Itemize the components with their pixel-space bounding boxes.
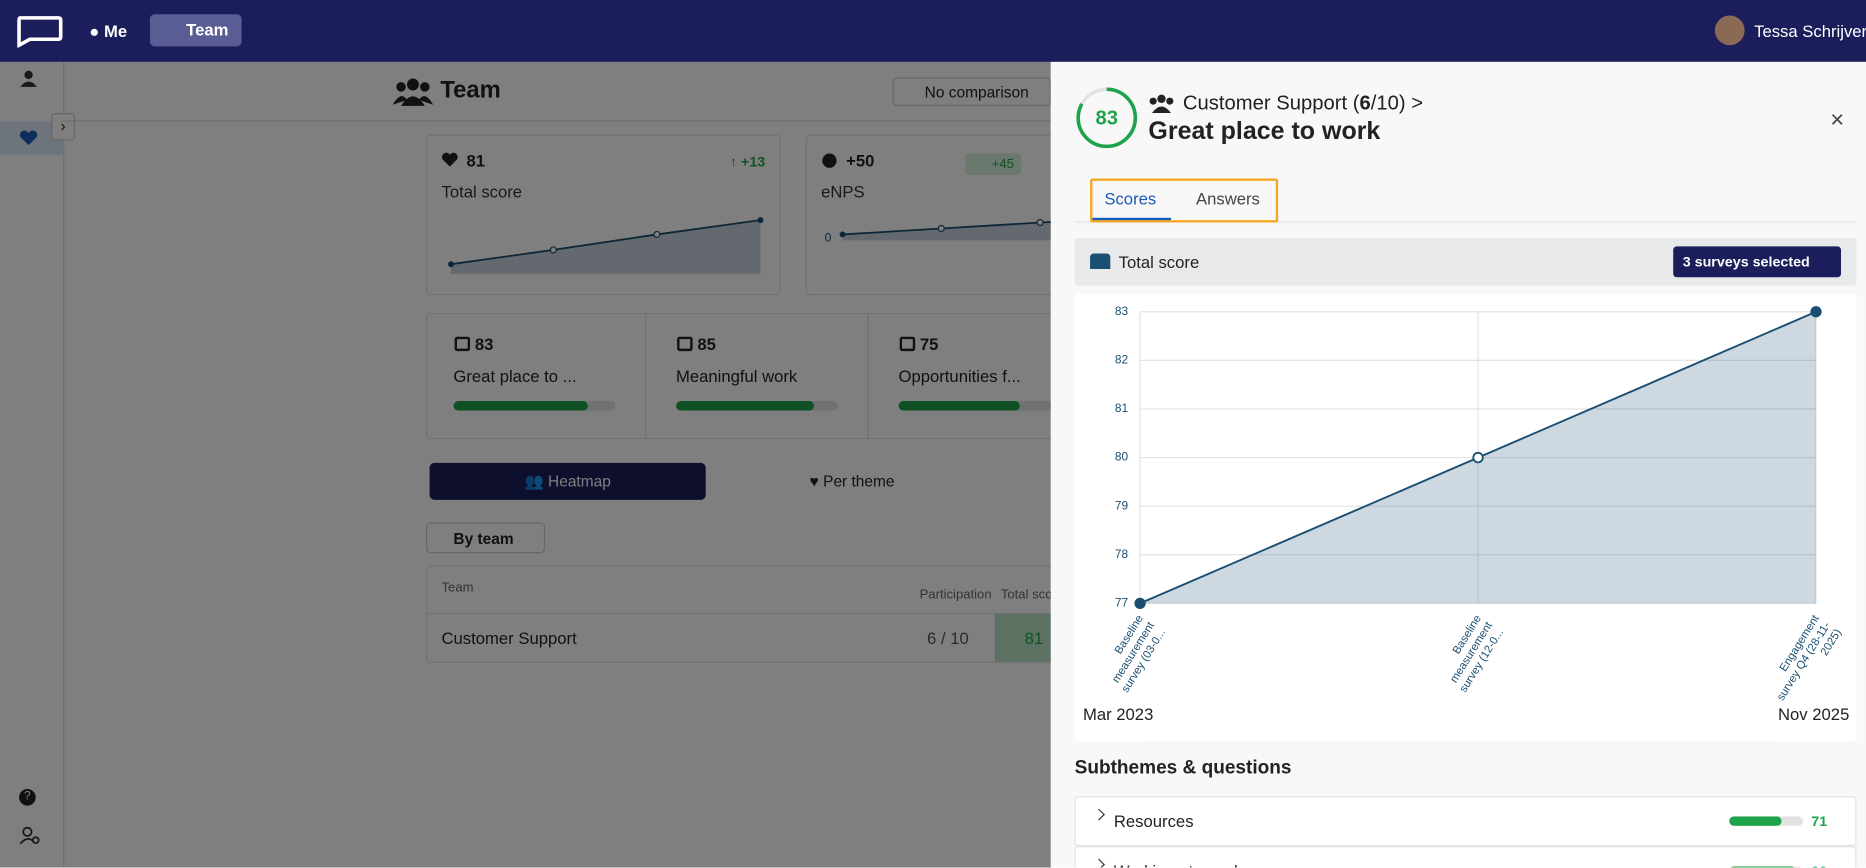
y-tick-label: 81 <box>1115 401 1129 415</box>
y-tick-label: 78 <box>1115 547 1129 561</box>
user-name[interactable]: Tessa Schrijver <box>1754 21 1866 41</box>
progress-fill <box>1729 816 1782 826</box>
y-tick-label: 79 <box>1115 498 1129 512</box>
drawer-title: Great place to work <box>1148 117 1381 146</box>
section-title: Subthemes & questions <box>1074 758 1292 779</box>
subtheme-score: 71 <box>1811 812 1828 830</box>
subtheme-row[interactable]: Resources 71 <box>1074 796 1857 847</box>
range-start: Mar 2023 <box>1082 704 1154 724</box>
subtheme-name: Working atmosphere <box>1114 862 1267 868</box>
subtheme-score: 90 <box>1811 863 1827 868</box>
tab-underline <box>1092 217 1172 221</box>
subtheme-row[interactable]: Working atmosphere 90 <box>1074 846 1857 868</box>
avatar[interactable] <box>1714 15 1745 46</box>
tab-answers[interactable]: Answers <box>1196 189 1260 209</box>
overlay[interactable] <box>0 61 1051 868</box>
chevron <box>1093 808 1105 821</box>
nav-me[interactable]: ● Me <box>89 21 127 40</box>
logo[interactable] <box>15 14 63 48</box>
subtheme-name: Resources <box>1113 811 1194 831</box>
legend-label: Total score <box>1118 252 1200 272</box>
close-button[interactable]: × <box>1830 107 1845 134</box>
tab-divider <box>1074 221 1857 223</box>
team-name: Customer Support ( <box>1182 91 1360 115</box>
y-tick-label: 77 <box>1115 595 1129 609</box>
y-tick-label: 83 <box>1115 304 1129 318</box>
legend-swatch <box>1090 253 1111 269</box>
tabs: Scores Answers <box>1090 178 1279 223</box>
ring-score: 83 <box>1095 107 1117 129</box>
nav-label: Team <box>186 20 229 40</box>
tab-scores[interactable]: Scores <box>1104 189 1157 209</box>
team-icon <box>1149 94 1174 114</box>
chart-toolbar: Total score 3 surveys selected <box>1074 238 1857 286</box>
range-end: Nov 2025 <box>1778 704 1850 724</box>
nav-label: Me <box>103 21 128 41</box>
icon: ● <box>89 21 104 41</box>
y-tick-label: 80 <box>1115 450 1129 464</box>
total: /10) > <box>1370 91 1424 115</box>
point <box>1472 451 1484 464</box>
responded: 6 <box>1359 91 1371 115</box>
point <box>1134 597 1146 610</box>
chart: 77 78 79 80 81 82 83 <box>1115 304 1822 610</box>
survey-select[interactable]: 3 surveys selected <box>1673 246 1842 278</box>
y-tick-label: 82 <box>1115 353 1129 367</box>
chevron <box>1093 858 1105 868</box>
drawer: 83 Customer Support (6/10) > Great place… <box>1050 61 1866 868</box>
top-nav: ● Me Team Tessa Schrijver <box>0 0 1866 62</box>
breadcrumb[interactable]: Customer Support (6/10) > <box>1183 92 1423 116</box>
chart-card: 77 78 79 80 81 82 83 Mar 2023 Nov 2025 Baselin… <box>1074 293 1857 742</box>
point <box>1810 306 1822 318</box>
progress-track <box>1729 816 1803 826</box>
nav-team[interactable]: Team <box>149 14 242 47</box>
score-ring: 83 <box>1076 87 1138 149</box>
